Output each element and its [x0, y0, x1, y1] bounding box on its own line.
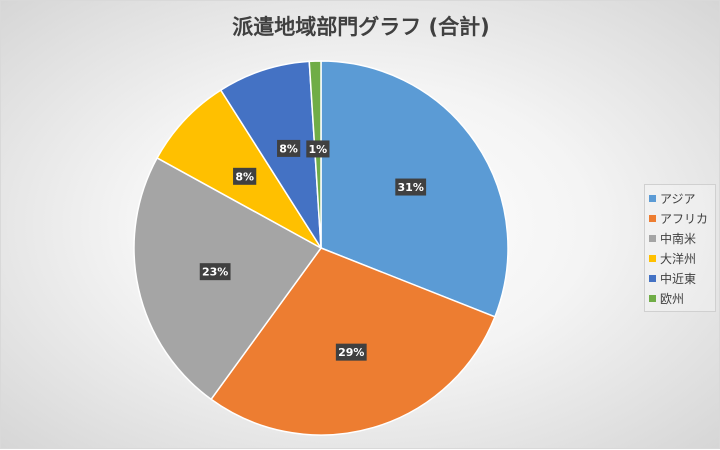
legend-item-asia: アジア — [649, 188, 711, 208]
chart-title: 派遣地域部門グラフ (合計) — [232, 15, 490, 39]
legend-item-europe: 欧州 — [649, 288, 711, 308]
data-label-text: 1% — [309, 143, 328, 156]
legend: アジアアフリカ中南米大洋州中近東欧州 — [644, 184, 716, 312]
data-label-box — [199, 263, 231, 281]
legend-swatch — [649, 294, 656, 302]
legend-swatch — [649, 274, 656, 282]
data-label-box — [335, 343, 367, 361]
data-label-box — [306, 140, 330, 158]
data-label-text: 23% — [202, 266, 228, 279]
data-label-text: 31% — [398, 181, 424, 194]
legend-item-africa: アフリカ — [649, 208, 711, 228]
legend-label: 大洋州 — [660, 251, 697, 266]
legend-swatch — [649, 234, 656, 242]
legend-swatch — [649, 214, 656, 222]
pie-slice-middle-east — [219, 60, 322, 249]
data-label-europe: 1% — [306, 140, 330, 158]
data-label-text: 8% — [235, 170, 254, 183]
legend-item-latin-america: 中南米 — [649, 228, 711, 248]
data-label-box — [395, 178, 427, 196]
data-label-box — [233, 167, 257, 185]
legend-label: 中近東 — [660, 271, 697, 286]
data-label-middle-east: 8% — [277, 139, 301, 157]
legend-swatch — [649, 194, 656, 202]
legend-item-middle-east: 中近東 — [649, 268, 711, 288]
data-label-asia: 31% — [395, 178, 427, 196]
data-label-text: 29% — [338, 346, 364, 359]
legend-label: アフリカ — [660, 211, 709, 226]
legend-label: 欧州 — [660, 291, 685, 306]
data-label-box — [277, 139, 301, 157]
legend-label: アジア — [660, 191, 696, 206]
data-label-africa: 29% — [335, 343, 367, 361]
data-label-text: 8% — [279, 142, 298, 155]
legend-swatch — [649, 254, 656, 262]
data-label-oceania: 8% — [233, 167, 257, 185]
pie-slice-africa — [210, 247, 496, 436]
data-label-latin-america: 23% — [199, 263, 231, 281]
legend-item-oceania: 大洋州 — [649, 248, 711, 268]
legend-label: 中南米 — [660, 231, 697, 246]
